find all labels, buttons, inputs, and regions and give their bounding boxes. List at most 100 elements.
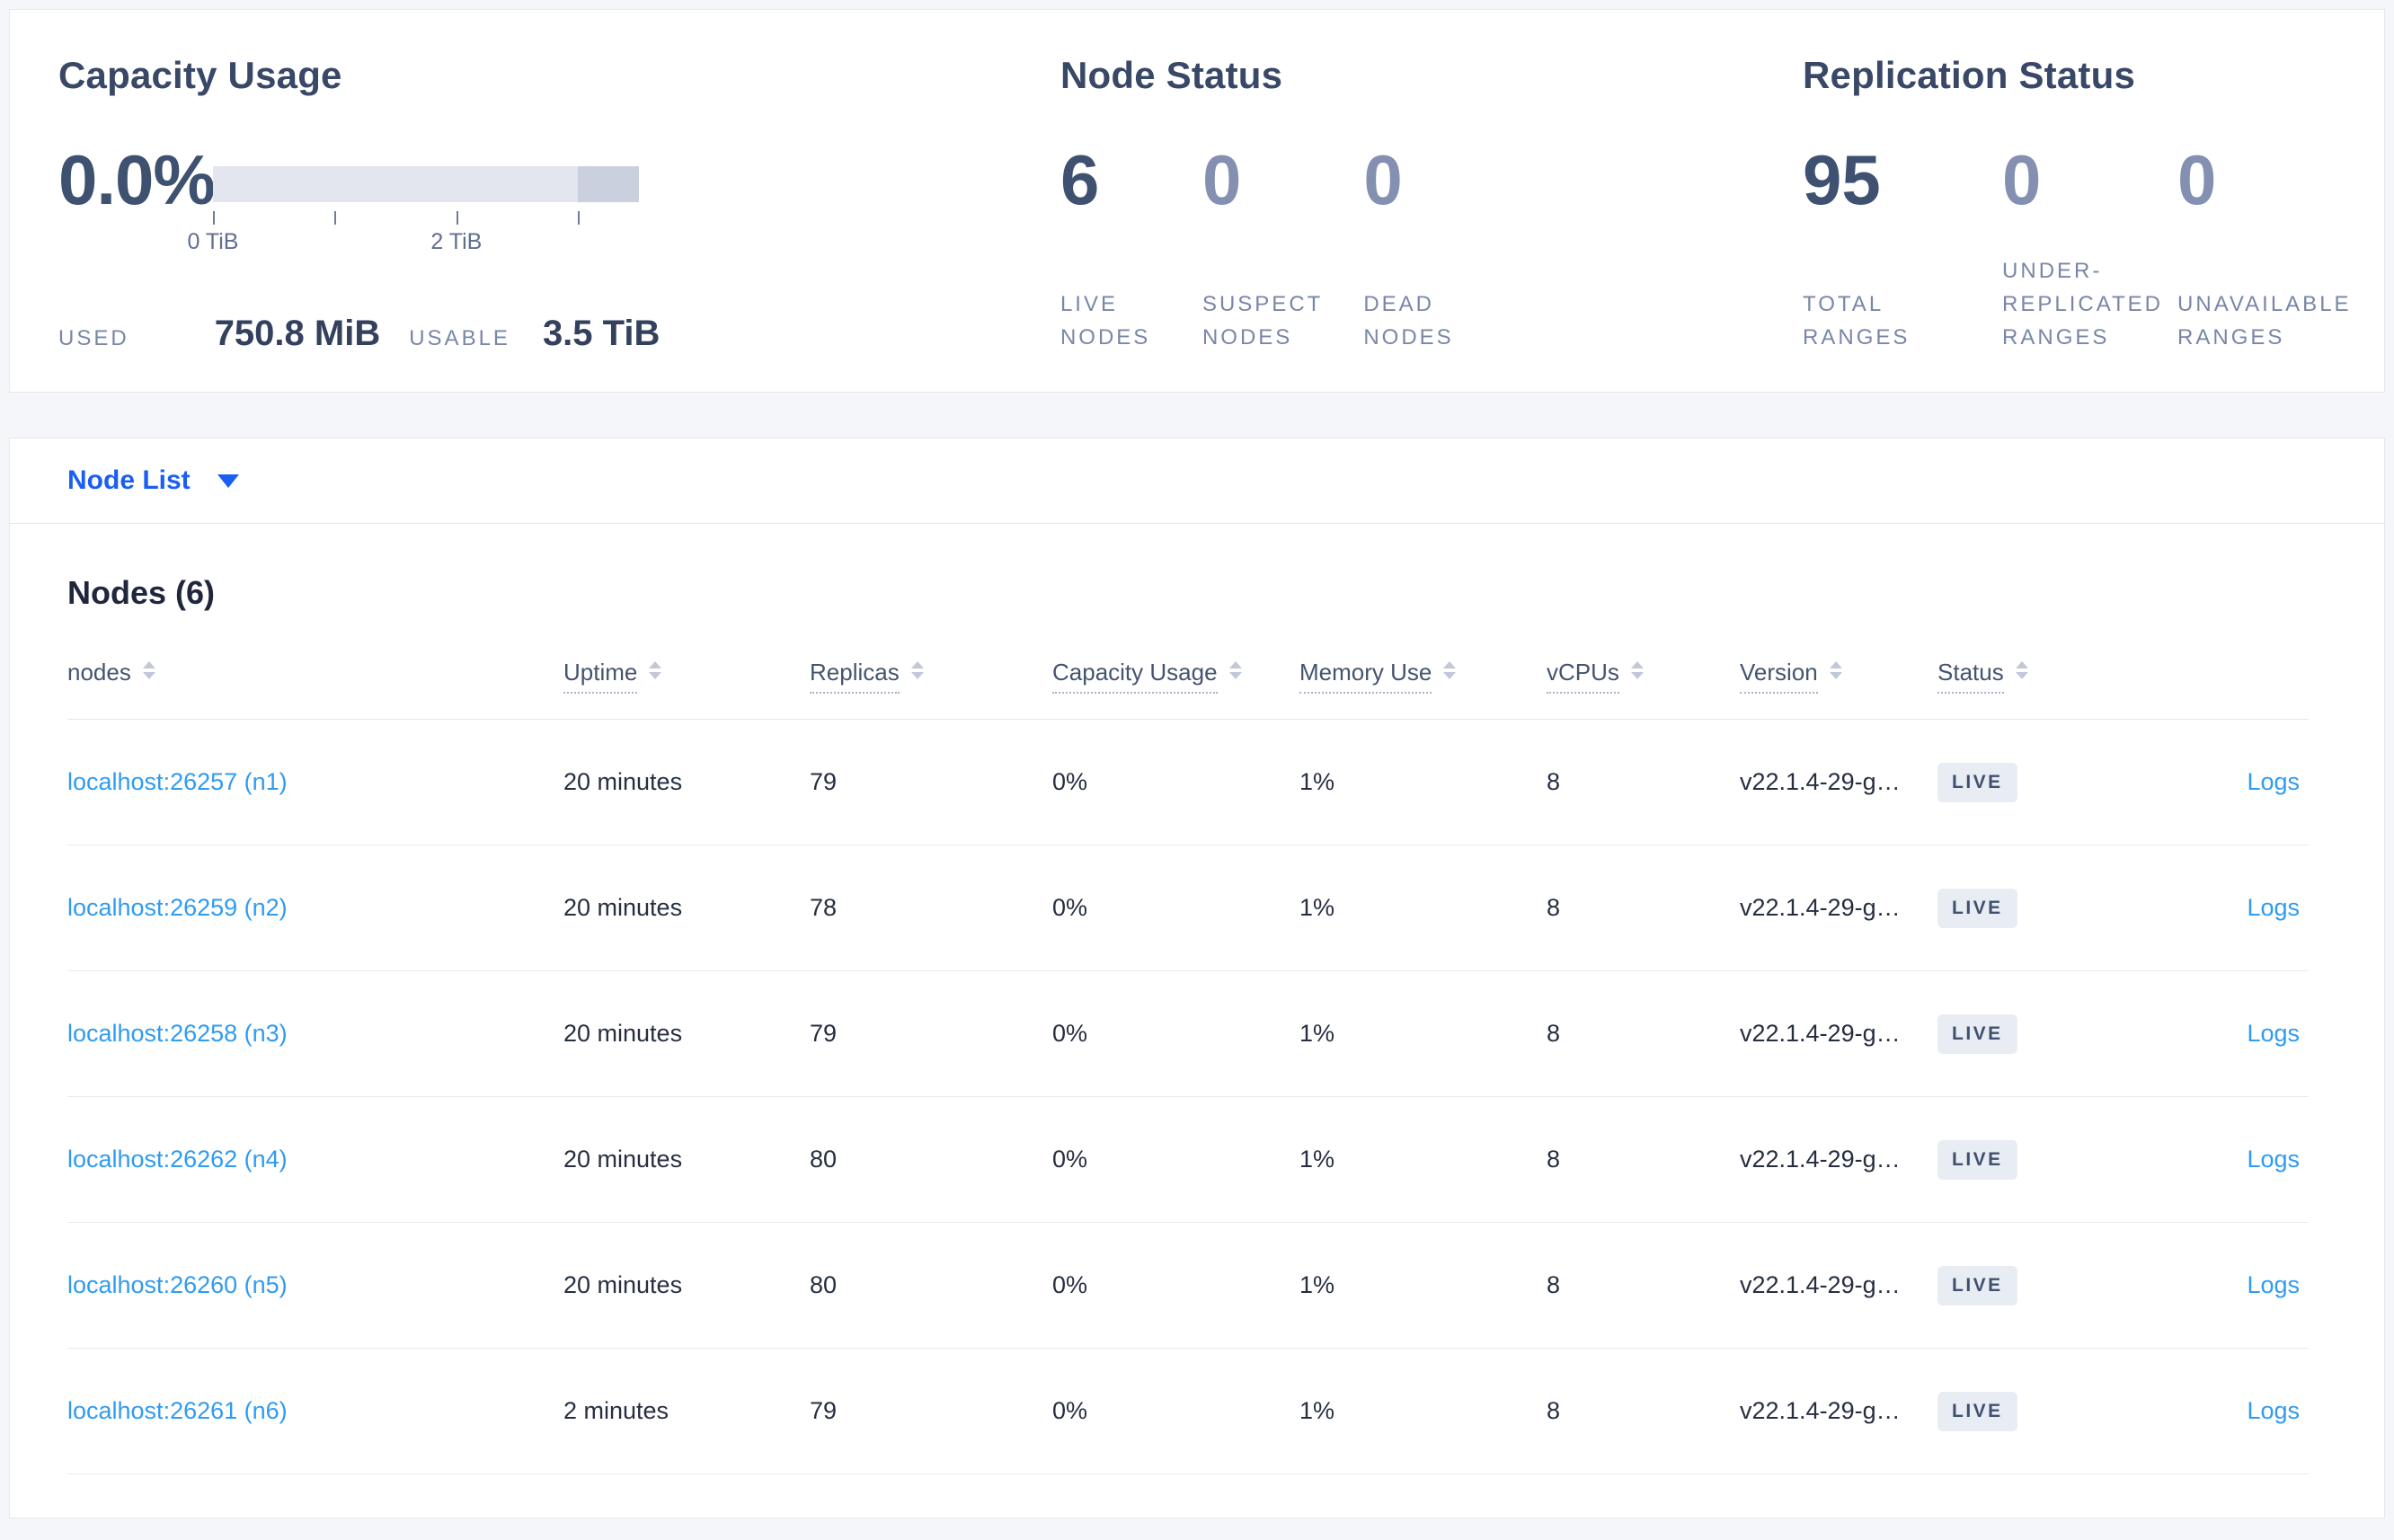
uptime-cell: 2 minutes [563,1397,669,1424]
sort-icon [1829,661,1842,679]
node-status-title: Node Status [1060,54,1283,96]
version-cell: v22.1.4-29-g… [1740,1146,1901,1173]
replicas-cell: 80 [810,1146,838,1173]
unavailable-ranges-label: UNAVAILABLE RANGES [2177,292,2352,350]
version-cell: v22.1.4-29-g… [1740,1271,1901,1298]
nodes-table-body: localhost:26257 (n1) 20 minutes 79 0% 1%… [67,720,2309,1474]
status-badge: LIVE [1937,1013,2017,1054]
capacity-bar: 0 TiB 2 TiB [188,166,639,256]
used-label: USED [58,326,129,350]
logs-link[interactable]: Logs [2247,1146,2300,1173]
node-address-link[interactable]: localhost:26261 (n6) [67,1397,288,1424]
node-address-link[interactable]: localhost:26262 (n4) [67,1146,288,1173]
logs-link[interactable]: Logs [2247,768,2300,795]
dead-nodes-label: DEAD NODES [1363,292,1454,350]
unavailable-ranges-value: 0 [2177,140,2217,219]
capacity-axis-ticks [213,211,639,226]
version-cell: v22.1.4-29-g… [1740,768,1901,795]
total-ranges-label: TOTAL RANGES [1803,292,1911,350]
live-nodes-value: 6 [1060,140,1100,219]
live-nodes-label: LIVE NODES [1060,292,1151,350]
uptime-cell: 20 minutes [563,1020,683,1047]
axis-label-2tib: 2 TiB [430,229,483,254]
status-badge: LIVE [1937,1391,2017,1431]
usable-value: 3.5 TiB [542,314,661,353]
sort-icon [910,661,924,679]
column-header-vcpus[interactable]: vCPUs [1547,659,1740,694]
node-status-section: Node Status 6 LIVE NODES 0 SUSPECT NODES… [1060,50,1803,354]
capacity-cell: 0% [1052,894,1088,921]
chevron-down-icon [217,474,239,488]
node-address-link[interactable]: localhost:26259 (n2) [67,894,288,921]
usable-label: USABLE [409,326,510,350]
vcpus-cell: 8 [1547,1397,1561,1424]
sort-icon [2015,661,2028,679]
node-address-link[interactable]: localhost:26258 (n3) [67,1020,288,1047]
status-badge: LIVE [1937,1265,2017,1305]
table-row-n4: localhost:26262 (n4) 20 minutes 80 0% 1%… [67,1097,2309,1223]
total-ranges-stat: 95 TOTAL RANGES [1803,145,1962,354]
logs-link[interactable]: Logs [2247,1271,2300,1298]
column-header-replicas[interactable]: Replicas [810,659,1052,694]
unavailable-ranges-stat: 0 UNAVAILABLE RANGES [2177,145,2352,354]
table-row-n2: localhost:26259 (n2) 20 minutes 78 0% 1%… [67,845,2309,971]
sort-icon [1630,661,1644,679]
total-ranges-value: 95 [1803,140,1881,219]
memory-cell: 1% [1299,768,1335,795]
node-address-link[interactable]: localhost:26257 (n1) [67,768,288,795]
capacity-usage-title: Capacity Usage [58,54,342,96]
memory-cell: 1% [1299,1271,1335,1298]
column-header-nodes[interactable]: nodes [67,659,563,686]
column-header-capacity-usage[interactable]: Capacity Usage [1052,659,1299,694]
memory-cell: 1% [1299,894,1335,921]
capacity-bar-dark-segment [578,166,639,202]
under-replicated-ranges-value: 0 [2002,140,2042,219]
uptime-cell: 20 minutes [563,1146,683,1173]
column-header-version[interactable]: Version [1740,659,1937,694]
nodes-table: nodes Uptime Replicas Capacity Usage Mem… [67,659,2309,1474]
table-row-n6: localhost:26261 (n6) 2 minutes 79 0% 1% … [67,1349,2309,1474]
column-header-status[interactable]: Status [1937,659,2131,694]
logs-link[interactable]: Logs [2247,894,2300,921]
under-replicated-ranges-label: UNDER- REPLICATED RANGES [2002,259,2163,350]
memory-cell: 1% [1299,1146,1335,1173]
capacity-cell: 0% [1052,768,1088,795]
memory-cell: 1% [1299,1397,1335,1424]
nodes-panel-title: Nodes (6) [67,574,216,611]
sort-icon [1228,661,1242,679]
capacity-percent-value: 0.0% [58,140,216,219]
cluster-summary-card: Capacity Usage 0.0% 0 TiB 2 [9,9,2385,393]
table-row-n1: localhost:26257 (n1) 20 minutes 79 0% 1%… [67,720,2309,845]
vcpus-cell: 8 [1547,894,1561,921]
logs-link[interactable]: Logs [2247,1397,2300,1424]
under-replicated-ranges-stat: 0 UNDER- REPLICATED RANGES [2002,140,2163,354]
status-badge: LIVE [1937,1139,2017,1180]
node-list-dropdown-label: Node List [67,465,191,495]
suspect-nodes-label: SUSPECT NODES [1201,292,1324,350]
axis-label-0tib: 0 TiB [187,229,239,254]
column-header-memory-use[interactable]: Memory Use [1299,659,1547,694]
dead-nodes-value: 0 [1363,140,1403,219]
table-row-n3: localhost:26258 (n3) 20 minutes 79 0% 1%… [67,971,2309,1097]
replicas-cell: 79 [810,1020,838,1047]
suspect-nodes-value: 0 [1201,140,1242,219]
uptime-cell: 20 minutes [563,1271,683,1298]
node-list-dropdown[interactable]: Node List [9,438,2385,524]
memory-cell: 1% [1299,1020,1335,1047]
table-row-n5: localhost:26260 (n5) 20 minutes 80 0% 1%… [67,1223,2309,1349]
replicas-cell: 78 [810,894,838,921]
dead-nodes-stat: 0 DEAD NODES [1363,145,1465,354]
replicas-cell: 79 [810,1397,838,1424]
vcpus-cell: 8 [1547,1146,1561,1173]
node-address-link[interactable]: localhost:26260 (n5) [67,1271,288,1298]
replication-status-title: Replication Status [1803,54,2136,96]
logs-link[interactable]: Logs [2247,1020,2300,1047]
sort-icon [142,661,155,679]
version-cell: v22.1.4-29-g… [1740,894,1901,921]
capacity-cell: 0% [1052,1271,1088,1298]
vcpus-cell: 8 [1547,768,1561,795]
vcpus-cell: 8 [1547,1271,1561,1298]
uptime-cell: 20 minutes [563,894,683,921]
status-badge: LIVE [1937,888,2017,928]
column-header-uptime[interactable]: Uptime [563,659,810,694]
